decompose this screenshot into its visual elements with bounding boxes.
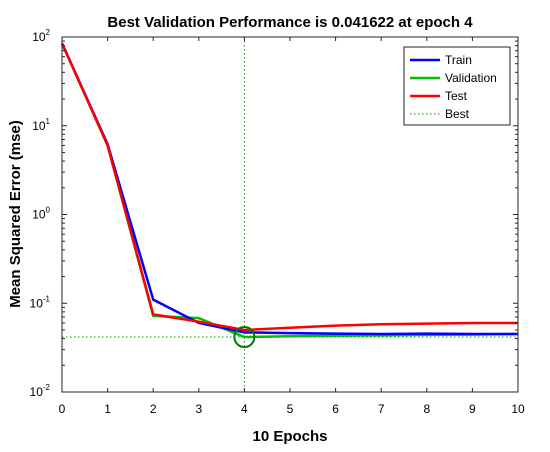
x-tick-label: 1	[104, 402, 111, 416]
x-tick-label: 3	[195, 402, 202, 416]
x-tick-label: 0	[59, 402, 66, 416]
x-tick-label: 10	[511, 402, 525, 416]
x-axis-label: 10 Epochs	[252, 428, 327, 445]
best-point-circle	[233, 326, 256, 349]
x-axis: 0 1 2 3 4 5 6 7 8 9 10	[59, 37, 525, 416]
legend-label-validation: Validation	[445, 71, 497, 85]
x-tick-label: 8	[423, 402, 430, 416]
x-tick-label: 7	[378, 402, 385, 416]
x-tick-label: 4	[241, 402, 248, 416]
y-axis-label: Mean Squared Error (mse)	[7, 120, 24, 308]
legend: Train Validation Test Best	[403, 46, 511, 126]
y-tick-label: 102	[32, 28, 50, 44]
y-tick-label: 10-1	[30, 294, 51, 310]
series-line-test	[60, 42, 518, 332]
x-tick-label: 5	[287, 402, 294, 416]
x-tick-label: 6	[332, 402, 339, 416]
legend-label-train: Train	[445, 53, 472, 67]
y-tick-label: 10-2	[30, 383, 51, 399]
legend-label-test: Test	[445, 89, 468, 103]
chart-title: Best Validation Performance is 0.041622 …	[107, 14, 473, 31]
best-point-layer	[233, 326, 256, 349]
x-tick-label: 2	[150, 402, 157, 416]
series-line-train	[60, 42, 518, 336]
x-tick-label: 9	[469, 402, 476, 416]
y-tick-label: 101	[32, 117, 50, 133]
legend-label-best: Best	[445, 107, 470, 121]
y-axis: 10-2 10-1 100 101 102	[30, 28, 518, 399]
y-tick-label: 100	[32, 206, 50, 222]
series-layer	[60, 42, 519, 339]
